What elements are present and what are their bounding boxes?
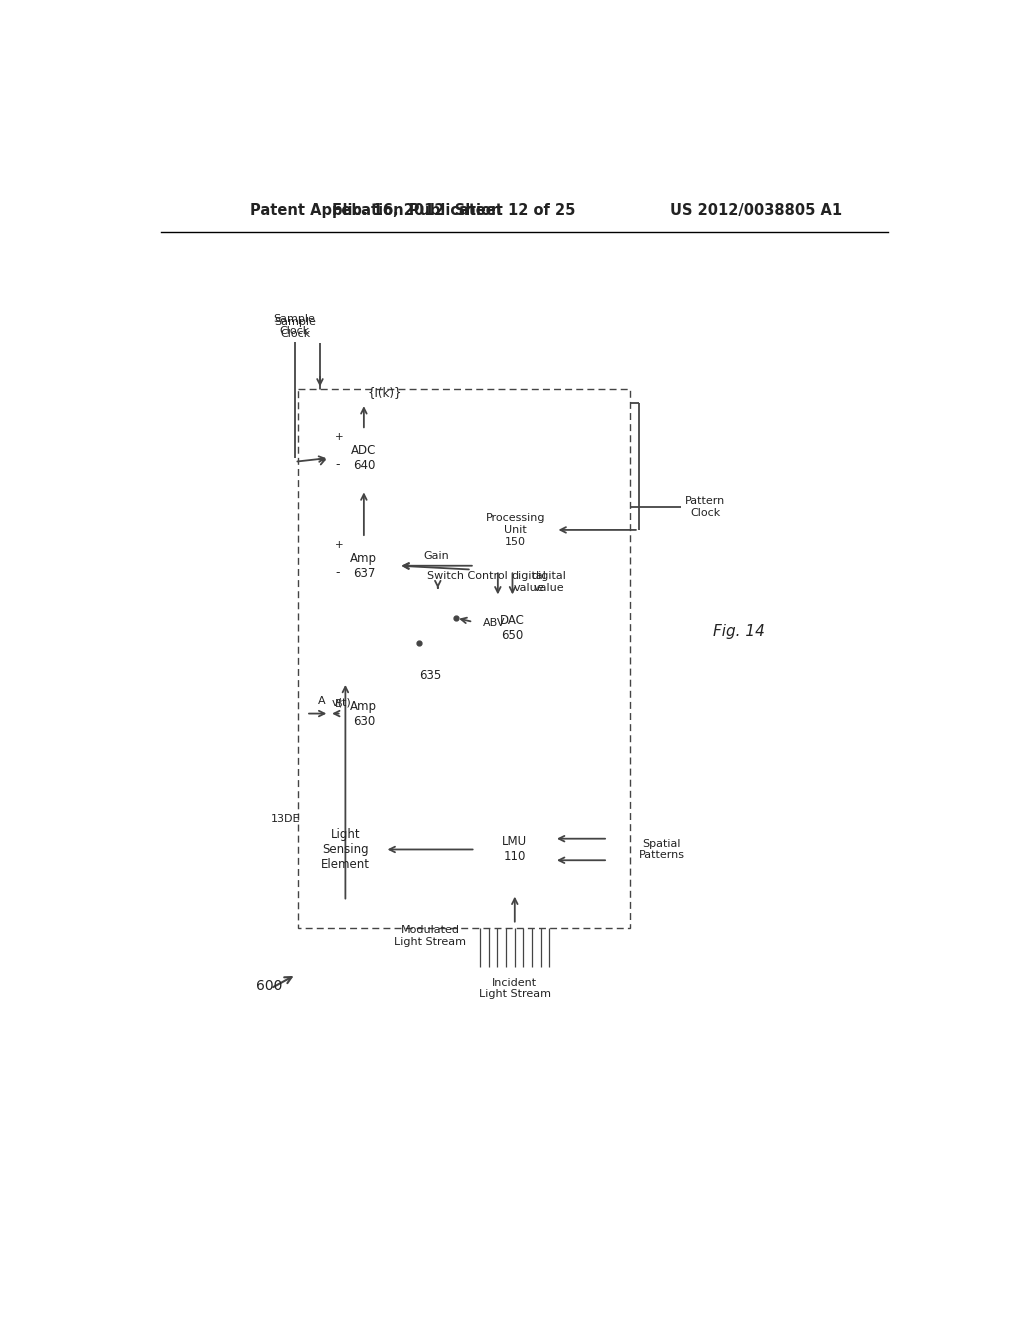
Bar xyxy=(330,682,398,744)
Text: DAC
650: DAC 650 xyxy=(500,614,525,642)
Text: Modulated
Light Stream: Modulated Light Stream xyxy=(394,925,466,946)
Text: Feb. 16, 2012  Sheet 12 of 25: Feb. 16, 2012 Sheet 12 of 25 xyxy=(332,203,575,218)
Text: ABV: ABV xyxy=(482,618,505,628)
Bar xyxy=(330,535,398,597)
Text: v(t): v(t) xyxy=(332,698,351,708)
Text: digital
value: digital value xyxy=(531,572,566,593)
Text: B: B xyxy=(335,700,342,709)
Text: Light
Sensing
Element: Light Sensing Element xyxy=(321,828,370,871)
Text: {I(k)}: {I(k)} xyxy=(368,385,402,399)
Text: 600: 600 xyxy=(256,979,283,993)
Text: Patent Application Publication: Patent Application Publication xyxy=(250,203,502,218)
Text: LMU
110: LMU 110 xyxy=(502,836,527,863)
Bar xyxy=(475,805,554,894)
Text: -: - xyxy=(336,566,340,579)
Text: +: + xyxy=(336,432,344,442)
Text: 13DE: 13DE xyxy=(270,814,300,824)
Bar xyxy=(330,426,398,490)
Text: Gain: Gain xyxy=(424,550,450,561)
Bar xyxy=(403,591,472,663)
Text: US 2012/0038805 A1: US 2012/0038805 A1 xyxy=(670,203,842,218)
Bar xyxy=(478,597,547,659)
Bar xyxy=(306,805,385,894)
Text: +: + xyxy=(336,540,344,550)
Text: Switch Control: Switch Control xyxy=(427,570,508,581)
Text: Amp
637: Amp 637 xyxy=(350,552,378,579)
Text: Spatial
Patterns: Spatial Patterns xyxy=(639,838,685,861)
Text: Fig. 14: Fig. 14 xyxy=(713,624,765,639)
Text: -: - xyxy=(336,458,340,471)
Text: Pattern
Clock: Pattern Clock xyxy=(685,496,725,517)
Text: digital
value: digital value xyxy=(512,572,547,593)
Text: Incident
Light Stream: Incident Light Stream xyxy=(479,978,551,999)
Text: Processing
Unit
150: Processing Unit 150 xyxy=(485,513,545,546)
Text: Sample
Clock: Sample Clock xyxy=(274,317,316,339)
Text: ADC
640: ADC 640 xyxy=(351,444,377,473)
Text: 635: 635 xyxy=(419,669,441,682)
Text: Amp
630: Amp 630 xyxy=(350,700,378,727)
Text: A: A xyxy=(317,696,326,706)
Text: Sample
Clock: Sample Clock xyxy=(273,314,315,335)
Bar xyxy=(475,494,556,566)
Bar xyxy=(298,389,630,928)
